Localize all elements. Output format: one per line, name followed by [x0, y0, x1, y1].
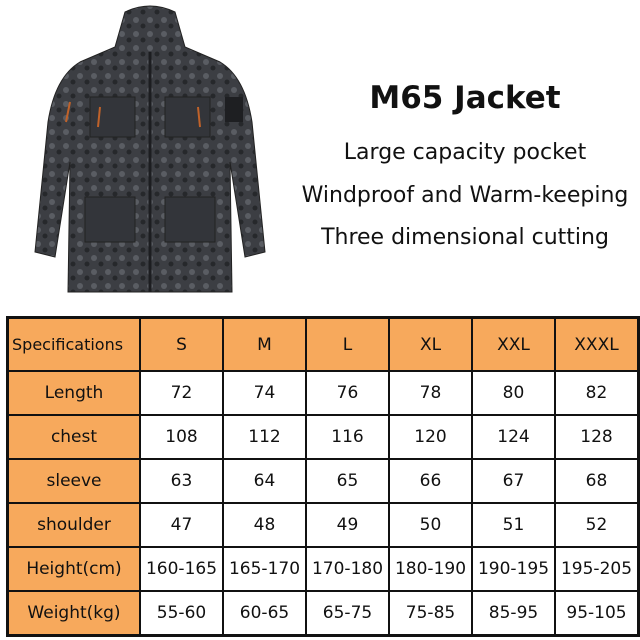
table-cell: 160-165	[139, 546, 224, 592]
header-cell-size: L	[305, 316, 390, 372]
table-cell: 48	[222, 502, 307, 548]
table-cell: 47	[139, 502, 224, 548]
table-cell: 76	[305, 370, 390, 416]
table-cell: 55-60	[139, 590, 224, 637]
table-cell: 180-190	[388, 546, 473, 592]
table-cell: 124	[471, 414, 556, 460]
table-cell: 190-195	[471, 546, 556, 592]
table-cell: 49	[305, 502, 390, 548]
header-cell-specifications: Specifications	[6, 316, 141, 372]
table-cell: 67	[471, 458, 556, 504]
feature-1: Large capacity pocket	[343, 140, 587, 165]
table-cell: 116	[305, 414, 390, 460]
jacket-product-image	[34, 5, 266, 293]
table-cell: 60-65	[222, 590, 307, 637]
header-cell-size: XXXL	[554, 316, 640, 372]
row-label: Weight(kg)	[6, 590, 141, 637]
table-row: Weight(kg) 55-60 60-65 65-75 75-85 85-95 95-10…	[6, 590, 640, 637]
table-row: chest 108 112 116 120 124 128	[6, 414, 640, 460]
table-cell: 75-85	[388, 590, 473, 637]
row-label: shoulder	[6, 502, 141, 548]
header-cell-size: S	[139, 316, 224, 372]
table-cell: 68	[554, 458, 640, 504]
size-chart-table: Specifications S M L XL XXL XXXL Length 72 74 76 78…	[6, 316, 640, 637]
table-cell: 112	[222, 414, 307, 460]
table-header-row: Specifications S M L XL XXL XXXL	[6, 316, 640, 372]
table-cell: 95-105	[554, 590, 640, 637]
table-row: sleeve 63 64 65 66 67 68	[6, 458, 640, 504]
table-cell: 74	[222, 370, 307, 416]
header-cell-size: M	[222, 316, 307, 372]
table-cell: 51	[471, 502, 556, 548]
table-cell: 170-180	[305, 546, 390, 592]
row-label: Length	[6, 370, 141, 416]
table-cell: 120	[388, 414, 473, 460]
table-cell: 50	[388, 502, 473, 548]
table-cell: 82	[554, 370, 640, 416]
table-row: Length 72 74 76 78 80 82	[6, 370, 640, 416]
table-cell: 108	[139, 414, 224, 460]
row-label: sleeve	[6, 458, 141, 504]
table-cell: 195-205	[554, 546, 640, 592]
table-cell: 165-170	[222, 546, 307, 592]
table-cell: 78	[388, 370, 473, 416]
row-label: chest	[6, 414, 141, 460]
table-cell: 64	[222, 458, 307, 504]
row-label: Height(cm)	[6, 546, 141, 592]
feature-2: Windproof and Warm-keeping	[301, 183, 629, 208]
table-cell: 63	[139, 458, 224, 504]
table-cell: 85-95	[471, 590, 556, 637]
header-cell-size: XL	[388, 316, 473, 372]
table-cell: 65-75	[305, 590, 390, 637]
table-cell: 72	[139, 370, 224, 416]
table-cell: 66	[388, 458, 473, 504]
table-row: Height(cm) 160-165 165-170 170-180 180-190 19…	[6, 546, 640, 592]
product-title: M65 Jacket	[369, 80, 561, 116]
table-cell: 128	[554, 414, 640, 460]
feature-3: Three dimensional cutting	[321, 225, 609, 250]
table-row: shoulder 47 48 49 50 51 52	[6, 502, 640, 548]
table-cell: 52	[554, 502, 640, 548]
table-cell: 80	[471, 370, 556, 416]
table-cell: 65	[305, 458, 390, 504]
header-cell-size: XXL	[471, 316, 556, 372]
